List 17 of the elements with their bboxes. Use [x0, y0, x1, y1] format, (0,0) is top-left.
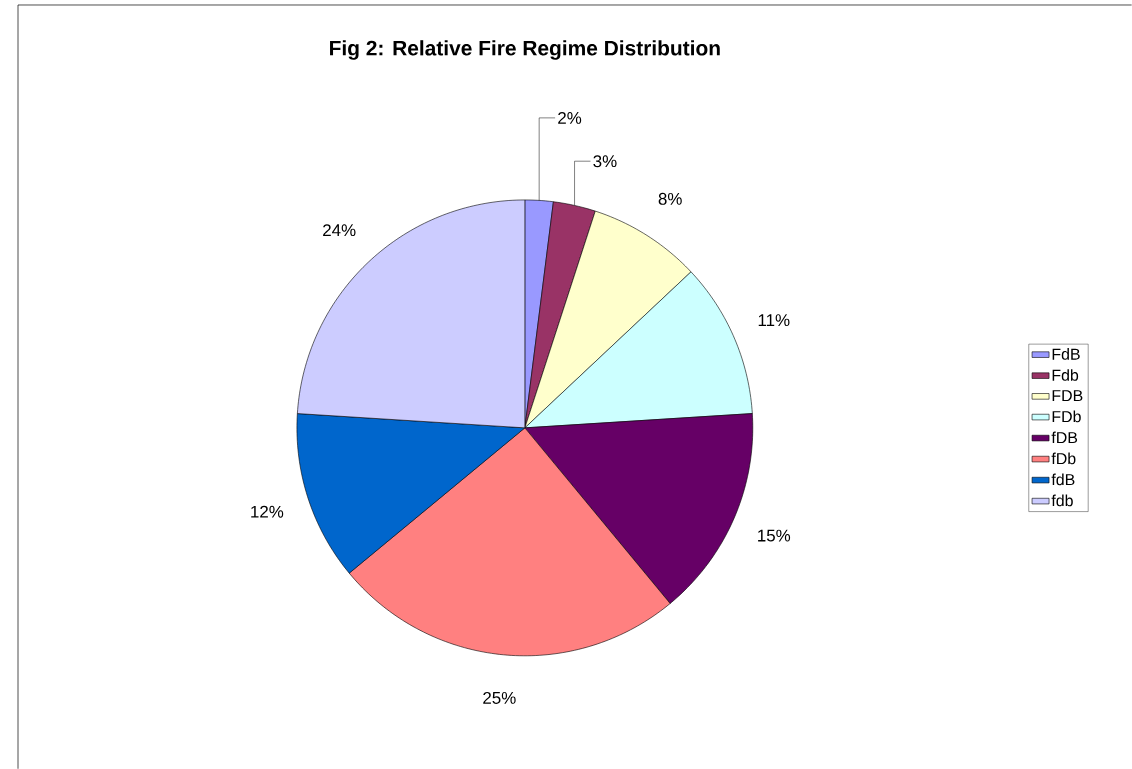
legend-label: FDB [1052, 390, 1083, 402]
legend-label: fDB [1051, 431, 1078, 444]
data-label: 15% [758, 529, 791, 542]
data-label: 8% [658, 192, 682, 205]
legend-label: Fdb [1052, 369, 1079, 381]
data-label: 12% [251, 505, 284, 518]
legend-label: fDb [1051, 452, 1076, 465]
data-label: 3% [593, 155, 617, 168]
legend-label: fdb [1051, 494, 1073, 507]
chart-title: Fig 2: Relative Fire Regime Distribution [330, 40, 720, 60]
data-label: 2% [558, 111, 582, 124]
legend-label: fdB [1051, 473, 1075, 486]
legend-label: FDb [1052, 410, 1081, 423]
data-label: 25% [483, 691, 516, 704]
data-label: 11% [758, 314, 790, 327]
data-label: 24% [323, 224, 356, 237]
legend-label: FdB [1052, 348, 1080, 360]
